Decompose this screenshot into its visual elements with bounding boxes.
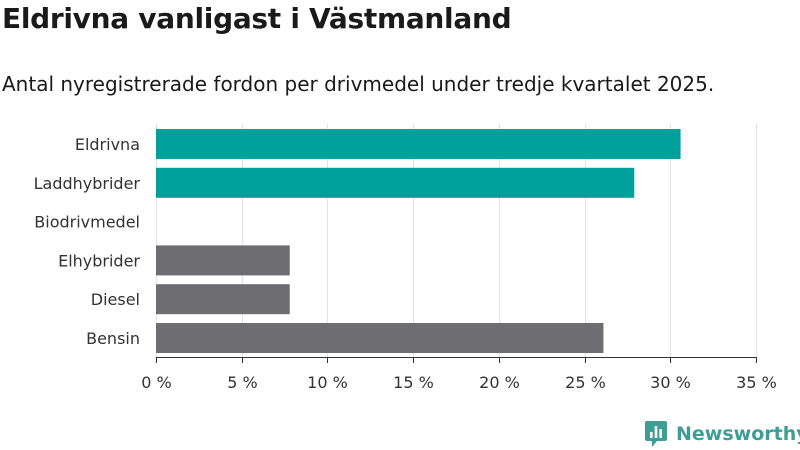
bars xyxy=(156,129,681,353)
category-label: Biodrivmedel xyxy=(34,213,140,232)
grid-lines xyxy=(156,124,757,357)
bar-chart: Eldrivna Laddhybrider Biodrivmedel Elhybrid… xyxy=(34,124,777,392)
x-tick-label: 20 % xyxy=(479,373,520,392)
category-label: Eldrivna xyxy=(75,135,140,154)
category-labels: Eldrivna Laddhybrider Biodrivmedel Elhybrid… xyxy=(34,135,141,348)
x-tick-label: 10 % xyxy=(307,373,348,392)
bar xyxy=(156,245,290,276)
x-tick-label: 25 % xyxy=(565,373,606,392)
bar xyxy=(156,323,604,353)
bar xyxy=(156,129,681,159)
x-tick-label: 35 % xyxy=(736,373,777,392)
chart-speech-bubble-icon xyxy=(645,421,667,447)
x-tick-label: 15 % xyxy=(393,373,434,392)
category-label: Bensin xyxy=(86,329,140,348)
x-tick-label: 0 % xyxy=(141,373,171,392)
x-axis: 0 % 5 % 10 % 15 % 20 % 25 % 30 % 35 % xyxy=(141,357,777,392)
category-label: Diesel xyxy=(91,290,140,309)
x-tick-label: 5 % xyxy=(227,373,257,392)
brand-logo: Newsworthy xyxy=(644,420,800,448)
bar xyxy=(156,167,635,198)
category-label: Laddhybrider xyxy=(34,174,141,193)
brand-name: Newsworthy xyxy=(676,423,800,445)
category-label: Elhybrider xyxy=(58,251,140,270)
x-tick-label: 30 % xyxy=(650,373,691,392)
chart-title: Eldrivna vanligast i Västmanland xyxy=(2,2,512,35)
chart-subtitle: Antal nyregistrerade fordon per drivmede… xyxy=(2,72,715,96)
bar xyxy=(156,284,290,315)
